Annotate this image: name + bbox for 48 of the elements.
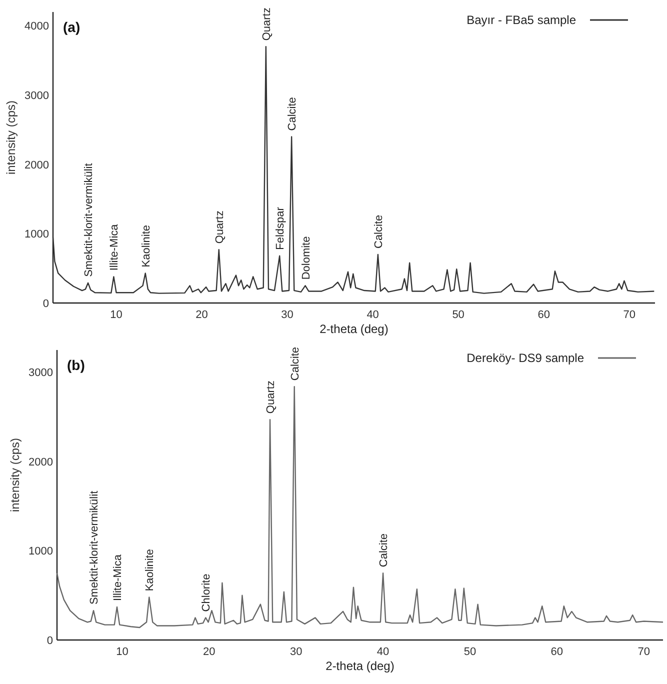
x-tick-label: 60	[538, 309, 550, 321]
annotation: Dolomite	[300, 236, 312, 280]
line-series	[52, 46, 655, 294]
annotation: Quartz	[260, 8, 273, 41]
legend-label: Bayır - FBa5 sample	[466, 13, 576, 28]
y-axis-title: intensity (cps)	[8, 438, 22, 512]
annotation: Quartz	[265, 380, 278, 414]
x-tick-label: 10	[110, 309, 122, 321]
y-tick-label: 3000	[28, 367, 53, 380]
annotation: Illite-Mica	[112, 554, 124, 601]
y-tick-label: 1000	[24, 228, 49, 241]
annotation: Calcite	[378, 533, 390, 568]
annotation: Calcite	[286, 97, 299, 131]
annotation: Kaolinite	[144, 548, 156, 592]
y-tick-label: 0	[42, 298, 49, 310]
annotation: Smektit-klorit-vermikülit	[83, 163, 96, 277]
x-tick-label: 30	[290, 646, 302, 658]
x-tick-label: 20	[196, 309, 208, 321]
x-tick-label: 40	[366, 309, 379, 321]
text: (a)	[63, 19, 80, 35]
annotation: Chlorite	[200, 574, 213, 612]
x-tick-label: 70	[623, 309, 636, 321]
y-tick-label: 2000	[28, 456, 53, 468]
y-axis-title: intensity (cps)	[4, 100, 18, 175]
x-tick-label: 10	[116, 646, 128, 658]
x-tick-label: 50	[464, 646, 476, 658]
y-tick-label: 4000	[24, 20, 49, 33]
x-tick-label: 40	[376, 646, 390, 658]
annotation: Calcite	[372, 214, 385, 248]
text: (b)	[67, 357, 85, 373]
annotation: Smektit-klorit-vermikülit	[88, 490, 101, 605]
x-axis-title: 2-theta (deg)	[326, 659, 394, 673]
legend-label: Dereköy- DS9 sample	[466, 351, 584, 366]
x-tick-label: 50	[452, 309, 464, 321]
x-tick-label: 70	[638, 646, 650, 658]
x-tick-label: 20	[203, 646, 216, 658]
y-tick-label: 1000	[28, 546, 53, 558]
y-tick-label: 2000	[24, 159, 49, 172]
annotation: Feldspar	[274, 206, 287, 250]
x-tick-label: 30	[281, 309, 294, 321]
x-axis-title: 2-theta (deg)	[320, 322, 388, 336]
y-tick-label: 0	[46, 634, 53, 647]
annotation: Kaolinite	[140, 225, 152, 268]
annotation: Quartz	[214, 210, 226, 244]
annotation: Illite-Mica	[108, 223, 121, 271]
annotation: Calcite	[289, 346, 302, 381]
x-tick-label: 60	[550, 646, 564, 658]
y-tick-label: 3000	[24, 90, 49, 102]
